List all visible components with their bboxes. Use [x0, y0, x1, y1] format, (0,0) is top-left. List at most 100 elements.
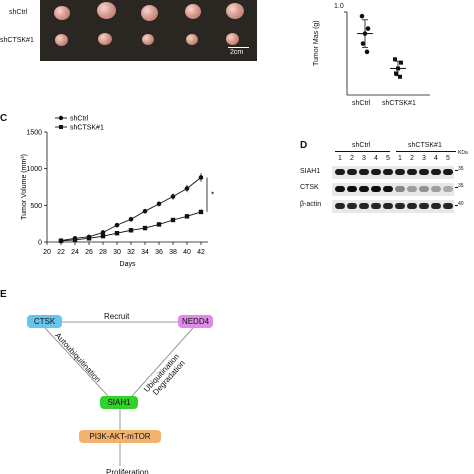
panel-letter-e: E [0, 289, 7, 300]
blot-band [431, 169, 441, 175]
blot-band [359, 186, 369, 192]
tumor-ctsk-3 [142, 34, 154, 45]
blot-lane-number: 2 [410, 155, 414, 162]
c-xtick-label: 34 [141, 249, 149, 256]
blot-group-line-ctrl [335, 151, 390, 152]
tumor-ctrl-1 [54, 6, 70, 20]
blot-band [359, 203, 369, 209]
c-xtick-label: 32 [127, 249, 135, 256]
c-series-line [60, 211, 202, 242]
c-xtick-label: 40 [183, 249, 191, 256]
blot-band [335, 169, 345, 175]
c-point [72, 237, 78, 242]
c-xlabel: Days [120, 261, 136, 268]
blot-label-ctsk: CTSK [300, 184, 319, 191]
blot-band [359, 169, 369, 175]
node-pathway: PI3K-AKT-mTOR [79, 430, 161, 443]
blot-kda-label: KDa [458, 150, 468, 156]
b-point [364, 49, 370, 55]
c-xtick-label: 30 [113, 249, 121, 256]
mechanism-lines [44, 321, 194, 466]
row-label-shctsk: shCTSK#1 [0, 37, 34, 44]
b-point [362, 31, 368, 36]
c-point [170, 194, 176, 199]
c-xtick-label: 38 [169, 249, 177, 256]
tumor-ctrl-3 [141, 5, 158, 21]
blot-lane-number: 3 [362, 155, 366, 162]
b-point [398, 74, 402, 79]
c-point [128, 216, 134, 222]
blot-label-bactin: β-actin [300, 201, 322, 208]
blot-group-shctsk: shCTSK#1 [408, 142, 442, 149]
c-point [198, 209, 204, 215]
c-xtick-label: 26 [85, 249, 93, 256]
b-point [365, 26, 371, 31]
blot-lane-number: 4 [374, 155, 378, 162]
row-label-shctrl: shCtrl [9, 9, 28, 16]
c-ytick-label: 500 [30, 203, 42, 210]
c-point [100, 233, 106, 239]
blot-lane-number: 1 [398, 155, 402, 162]
blot-band [347, 203, 357, 209]
c-ytick-label: 0 [38, 240, 42, 247]
blot-band [407, 169, 417, 175]
b-point [396, 66, 400, 71]
c-point [114, 222, 120, 228]
blot-band [419, 169, 429, 175]
tumor-mass-ytick-top: 1.0 [334, 3, 344, 10]
c-xtick-label: 22 [57, 249, 65, 256]
blot-group-line-ctsk [396, 151, 456, 152]
blot-lane-number: 5 [386, 155, 390, 162]
blot-band [419, 203, 429, 209]
c-legend-marker [58, 115, 64, 121]
group-label-shctrl: shCtrl [352, 100, 371, 107]
tumor-volume-chart: 0 500 1000 1500 20 22 24 26 28 30 32 34 36 38 40 42 Days… [21, 115, 214, 269]
blot-band [431, 186, 441, 192]
c-xtick-label: 42 [197, 249, 205, 256]
tumor-ctsk-5 [226, 33, 239, 45]
blot-band [383, 203, 393, 209]
blot-marker-siah1: 35 [458, 166, 464, 172]
blot-band [395, 169, 405, 175]
tumor-ctsk-2 [98, 33, 112, 45]
b-point [359, 13, 365, 19]
c-legend-marker [59, 125, 63, 129]
c-point [114, 231, 120, 236]
scale-label: 2cm [230, 49, 244, 56]
blot-label-siah1: SIAH1 [300, 168, 321, 175]
c-legend-label: shCtrl [70, 116, 89, 123]
tumor-mass-ylabel: Tumor Mas (g) [313, 20, 320, 66]
c-point [156, 222, 162, 227]
blot-band [371, 169, 381, 175]
c-point [156, 201, 162, 207]
group-label-shctsk: shCTSK#1 [382, 100, 416, 107]
c-significance: * [211, 191, 214, 200]
blot-band [395, 186, 405, 192]
blot-lane-number: 5 [446, 155, 450, 162]
blot-row-siah1 [332, 166, 454, 179]
blot-band [335, 186, 345, 192]
c-point [142, 225, 148, 231]
c-point [198, 175, 204, 180]
c-point [86, 236, 92, 241]
tumor-ctrl-2 [97, 2, 116, 19]
c-point [128, 228, 134, 233]
blot-band [419, 186, 429, 192]
b-point [399, 60, 403, 65]
c-point [58, 238, 64, 244]
blot-band [383, 169, 393, 175]
blot-band [407, 203, 417, 209]
b-point [360, 41, 366, 46]
node-ctsk: CTSK [27, 315, 62, 328]
blot-band [443, 203, 453, 209]
blot-band [335, 203, 345, 209]
blot-row-ctsk [332, 183, 454, 196]
c-xtick-label: 24 [71, 249, 79, 256]
c-point [100, 230, 106, 235]
blot-group-shctrl: shCtrl [352, 142, 371, 149]
tumor-photo: 2cm [40, 0, 257, 61]
c-xtick-label: 20 [43, 249, 51, 256]
blot-band [371, 186, 381, 192]
node-truncated: Proliferation [106, 468, 149, 474]
c-xtick-label: 28 [99, 249, 107, 256]
